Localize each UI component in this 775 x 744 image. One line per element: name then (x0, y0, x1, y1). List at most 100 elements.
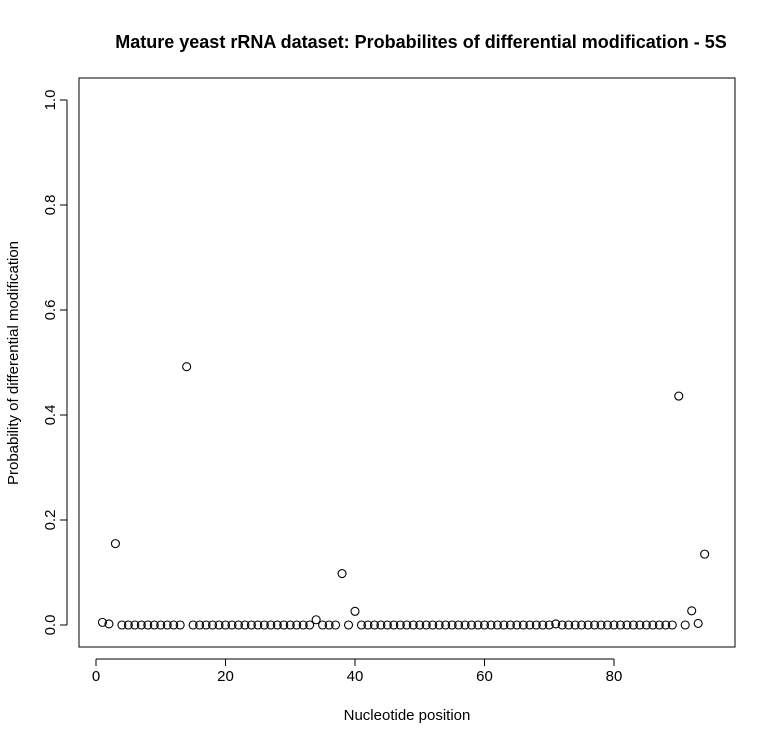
data-point (615, 620, 626, 630)
data-point (415, 620, 425, 630)
x-tick-label: 20 (217, 668, 234, 685)
data-point (434, 620, 444, 630)
data-point (596, 620, 606, 630)
data-point (311, 615, 321, 625)
data-point (298, 620, 308, 630)
x-tick-label: 40 (347, 668, 364, 685)
data-point (674, 391, 684, 401)
data-point (635, 620, 645, 630)
data-point (331, 620, 341, 630)
data-point (272, 620, 282, 630)
data-point (188, 620, 198, 630)
y-tick-label: 0.0 (42, 615, 59, 636)
chart-title: Mature yeast rRNA dataset: Probabilites … (115, 32, 726, 52)
data-point (253, 620, 263, 630)
data-point (551, 619, 561, 629)
data-point (376, 620, 386, 630)
y-axis-label: Probability of differential modification (5, 241, 22, 485)
data-point (661, 620, 671, 630)
data-point (680, 620, 690, 630)
data-point (195, 620, 205, 630)
data-point (557, 620, 567, 630)
data-point (622, 620, 632, 630)
data-point (531, 620, 541, 630)
data-point (214, 620, 224, 630)
data-point (486, 620, 496, 630)
data-point (667, 620, 677, 630)
y-tick-label: 0.6 (42, 300, 59, 321)
data-point (421, 620, 431, 630)
data-point (175, 620, 185, 630)
data-point (577, 620, 587, 630)
x-tick-label: 0 (92, 668, 100, 685)
data-point (285, 620, 295, 630)
data-point (104, 619, 114, 629)
y-axis: 0.0 0.2 0.4 0.6 0.8 1.0 (42, 90, 68, 636)
x-tick-label: 80 (606, 668, 623, 685)
data-point (156, 620, 166, 630)
data-point (337, 568, 347, 579)
data-point (318, 620, 328, 630)
data-point (693, 618, 703, 628)
data-point (609, 620, 619, 630)
data-point (292, 620, 302, 630)
data-point (402, 620, 412, 630)
data-point (343, 620, 354, 630)
data-point (499, 620, 509, 630)
data-point (687, 606, 697, 616)
data-point (564, 620, 574, 630)
data-point (220, 620, 231, 630)
data-point (324, 620, 334, 630)
x-axis: 0 20 40 60 80 (92, 658, 623, 685)
data-point (395, 620, 405, 630)
data-point (227, 620, 237, 630)
data-point (479, 620, 490, 630)
data-point (169, 620, 179, 630)
data-point (305, 620, 315, 630)
data-point (356, 620, 367, 630)
y-tick-label: 0.4 (42, 405, 59, 426)
data-point (466, 620, 477, 630)
data-point (369, 620, 379, 630)
data-point (602, 620, 613, 630)
data-point (518, 620, 528, 630)
data-point (654, 620, 664, 630)
data-point (454, 620, 464, 630)
data-point (628, 620, 638, 630)
data-point (149, 620, 159, 630)
plot-frame (78, 77, 736, 648)
data-point (110, 539, 120, 549)
data-point (382, 620, 392, 630)
data-point (279, 620, 289, 630)
data-point (389, 620, 399, 630)
data-point (136, 620, 146, 630)
data-points (97, 362, 710, 630)
data-point (240, 620, 250, 630)
data-point (441, 620, 451, 630)
data-point (123, 620, 133, 630)
data-point (648, 620, 658, 630)
data-point (143, 620, 153, 630)
data-point (460, 620, 470, 630)
data-point (408, 620, 418, 630)
data-point (208, 620, 218, 630)
y-tick-label: 1.0 (42, 90, 59, 111)
y-tick-label: 0.8 (42, 195, 59, 216)
data-point (350, 606, 360, 616)
data-point (583, 620, 593, 630)
data-point (590, 620, 600, 630)
data-point (201, 620, 211, 630)
data-point (162, 620, 172, 630)
data-point (447, 620, 457, 630)
data-point (428, 620, 438, 630)
data-point (117, 620, 127, 630)
data-point (538, 620, 548, 630)
data-point (700, 549, 710, 559)
y-tick-label: 0.2 (42, 510, 59, 531)
data-point (97, 617, 108, 627)
data-point (512, 620, 522, 630)
data-point (259, 620, 269, 630)
data-point (570, 620, 580, 630)
data-point (182, 362, 192, 372)
